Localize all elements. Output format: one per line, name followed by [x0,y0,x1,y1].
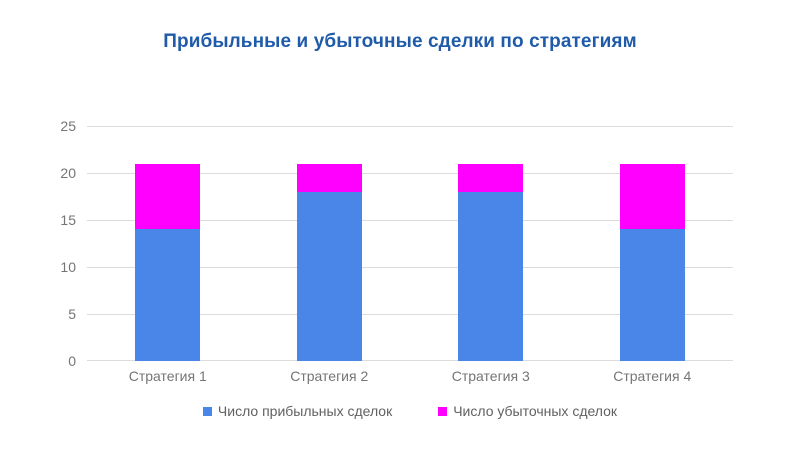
gridline [87,314,733,315]
legend-item-series-2: Число убыточных сделок [438,403,617,419]
bar-segment-series-1 [619,229,685,361]
legend-label: Число убыточных сделок [453,403,618,419]
legend-item-series-1: Число прибыльных сделок [202,403,393,419]
legend-label: Число прибыльных сделок [217,403,393,419]
bar-column-3 [458,163,524,361]
bar-segment-series-2 [296,163,362,192]
gridline [87,126,733,127]
gridline [87,360,733,361]
y-tick-label: 20 [60,165,76,181]
bar-segment-series-1 [458,191,524,361]
y-tick-label: 5 [68,306,76,322]
x-tick-label: Стратегия 3 [451,368,530,384]
bar-segment-series-2 [619,163,685,230]
bar-segment-series-1 [296,191,362,361]
gridline [87,267,733,268]
bar-column-2 [296,163,362,361]
chart-title: Прибыльные и убыточные сделки по стратег… [163,31,637,52]
gridline [87,173,733,174]
legend-swatch-icon [438,406,448,416]
y-axis: 0 5 10 15 20 25 [38,118,76,369]
y-tick-label: 15 [60,212,76,228]
y-tick-label: 10 [60,259,76,275]
y-tick-label: 25 [60,118,76,134]
x-axis: Стратегия 1 Стратегия 2 Стратегия 3 Стратег… [87,368,733,386]
x-tick-label: Стратегия 2 [290,368,369,384]
bar-column-4 [619,163,685,361]
bar-column-1 [135,163,201,361]
x-tick-label: Стратегия 4 [613,368,692,384]
bar-segment-series-1 [135,229,201,361]
bar-segment-series-2 [458,163,524,192]
y-tick-label: 0 [68,353,76,369]
legend-swatch-icon [202,406,212,416]
x-tick-label: Стратегия 1 [128,368,207,384]
gridline [87,220,733,221]
bar-segment-series-2 [135,163,201,230]
plot-area [87,126,733,361]
legend: Число прибыльных сделок Число убыточных с… [87,403,733,419]
